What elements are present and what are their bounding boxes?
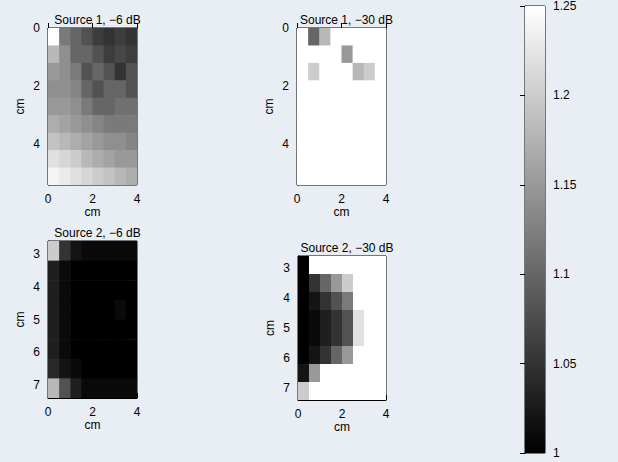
svg-text:2: 2 [282, 79, 289, 93]
svg-text:cm: cm [85, 205, 101, 219]
svg-text:7: 7 [283, 381, 290, 395]
svg-text:4: 4 [134, 405, 141, 419]
svg-text:3: 3 [33, 247, 40, 261]
svg-text:0: 0 [294, 192, 301, 206]
svg-text:2: 2 [33, 79, 40, 93]
svg-text:2: 2 [339, 407, 346, 421]
svg-text:0: 0 [282, 21, 289, 35]
svg-text:4: 4 [33, 137, 40, 151]
svg-text:Source 1, −30 dB: Source 1, −30 dB [300, 13, 393, 27]
svg-text:0: 0 [45, 405, 52, 419]
svg-text:6: 6 [283, 351, 290, 365]
svg-text:0: 0 [295, 407, 302, 421]
svg-text:1.2: 1.2 [553, 88, 570, 102]
svg-text:cm: cm [263, 320, 277, 336]
svg-text:cm: cm [334, 420, 350, 434]
svg-text:Source 1, −6 dB: Source 1, −6 dB [54, 13, 140, 27]
svg-text:1.15: 1.15 [553, 178, 577, 192]
svg-text:2: 2 [89, 405, 96, 419]
svg-text:1.25: 1.25 [553, 0, 577, 13]
svg-text:1.1: 1.1 [553, 267, 570, 281]
svg-text:2: 2 [338, 192, 345, 206]
svg-text:7: 7 [33, 378, 40, 392]
svg-text:6: 6 [33, 345, 40, 359]
svg-text:cm: cm [334, 205, 350, 219]
svg-text:cm: cm [13, 312, 27, 328]
svg-text:4: 4 [383, 192, 390, 206]
svg-text:2: 2 [89, 192, 96, 206]
svg-text:cm: cm [85, 418, 101, 432]
svg-text:4: 4 [383, 407, 390, 421]
svg-text:1.05: 1.05 [553, 357, 577, 371]
svg-text:4: 4 [282, 137, 289, 151]
svg-text:1: 1 [553, 446, 560, 460]
svg-text:Source 2, −6 dB: Source 2, −6 dB [54, 226, 140, 240]
svg-text:0: 0 [33, 21, 40, 35]
svg-text:4: 4 [33, 280, 40, 294]
svg-text:Source 2, −30 dB: Source 2, −30 dB [300, 241, 393, 255]
svg-text:cm: cm [13, 99, 27, 115]
svg-text:4: 4 [134, 192, 141, 206]
svg-text:5: 5 [33, 313, 40, 327]
svg-text:4: 4 [283, 291, 290, 305]
svg-text:3: 3 [283, 261, 290, 275]
svg-text:cm: cm [262, 99, 276, 115]
svg-text:5: 5 [283, 321, 290, 335]
svg-text:0: 0 [45, 192, 52, 206]
